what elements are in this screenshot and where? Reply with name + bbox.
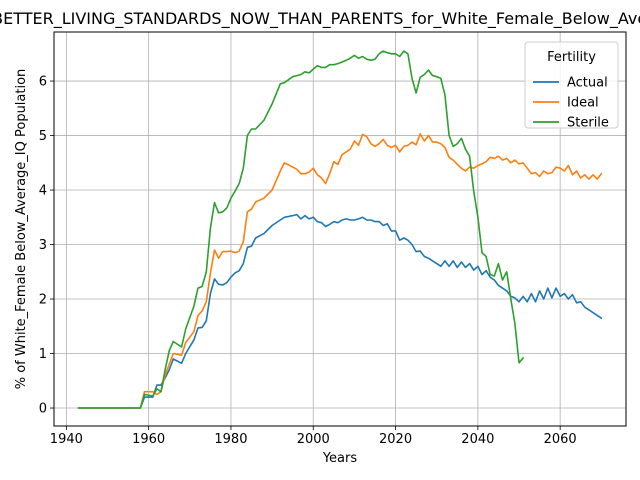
y-tick-label: 5 <box>39 129 47 144</box>
legend-box <box>524 41 619 129</box>
y-axis-label: % of White_Female Below_Average_IQ Popul… <box>14 69 29 390</box>
legend-title: Fertility <box>547 50 596 65</box>
y-tick-label: 3 <box>39 238 47 253</box>
y-tick-label: 4 <box>39 184 47 199</box>
legend-items: Actual Ideal Sterile <box>533 76 609 131</box>
axis-ticks: 1940 1960 1980 2000 2020 2040 2060 0 1 2 3 4 5 6 <box>39 75 577 447</box>
legend-label-actual: Actual <box>567 76 608 91</box>
y-tick-label: 0 <box>39 402 47 417</box>
x-tick-label: 2060 <box>544 432 577 447</box>
series-line-sterile <box>77 50 525 409</box>
legend: Fertility Actual Ideal Sterile <box>524 41 619 131</box>
plot-frame <box>53 31 627 427</box>
x-tick-label: 1940 <box>50 432 83 447</box>
y-tick-label: 1 <box>39 347 47 362</box>
legend-label-ideal: Ideal <box>567 96 599 111</box>
y-tick-label: 6 <box>39 75 47 90</box>
x-tick-label: 1980 <box>214 432 247 447</box>
series-line-actual <box>77 213 603 409</box>
x-tick-label: 2020 <box>379 432 412 447</box>
x-axis-label: Years <box>322 451 358 466</box>
x-tick-label: 1960 <box>132 432 165 447</box>
chart-title: Is_BETTER_LIVING_STANDARDS_NOW_THAN_PARE… <box>0 9 640 29</box>
series-line-ideal <box>77 133 603 409</box>
y-tick-label: 2 <box>39 293 47 308</box>
x-tick-label: 2040 <box>461 432 494 447</box>
legend-label-sterile: Sterile <box>567 116 609 131</box>
series-lines <box>77 50 603 409</box>
x-tick-label: 2000 <box>297 432 330 447</box>
